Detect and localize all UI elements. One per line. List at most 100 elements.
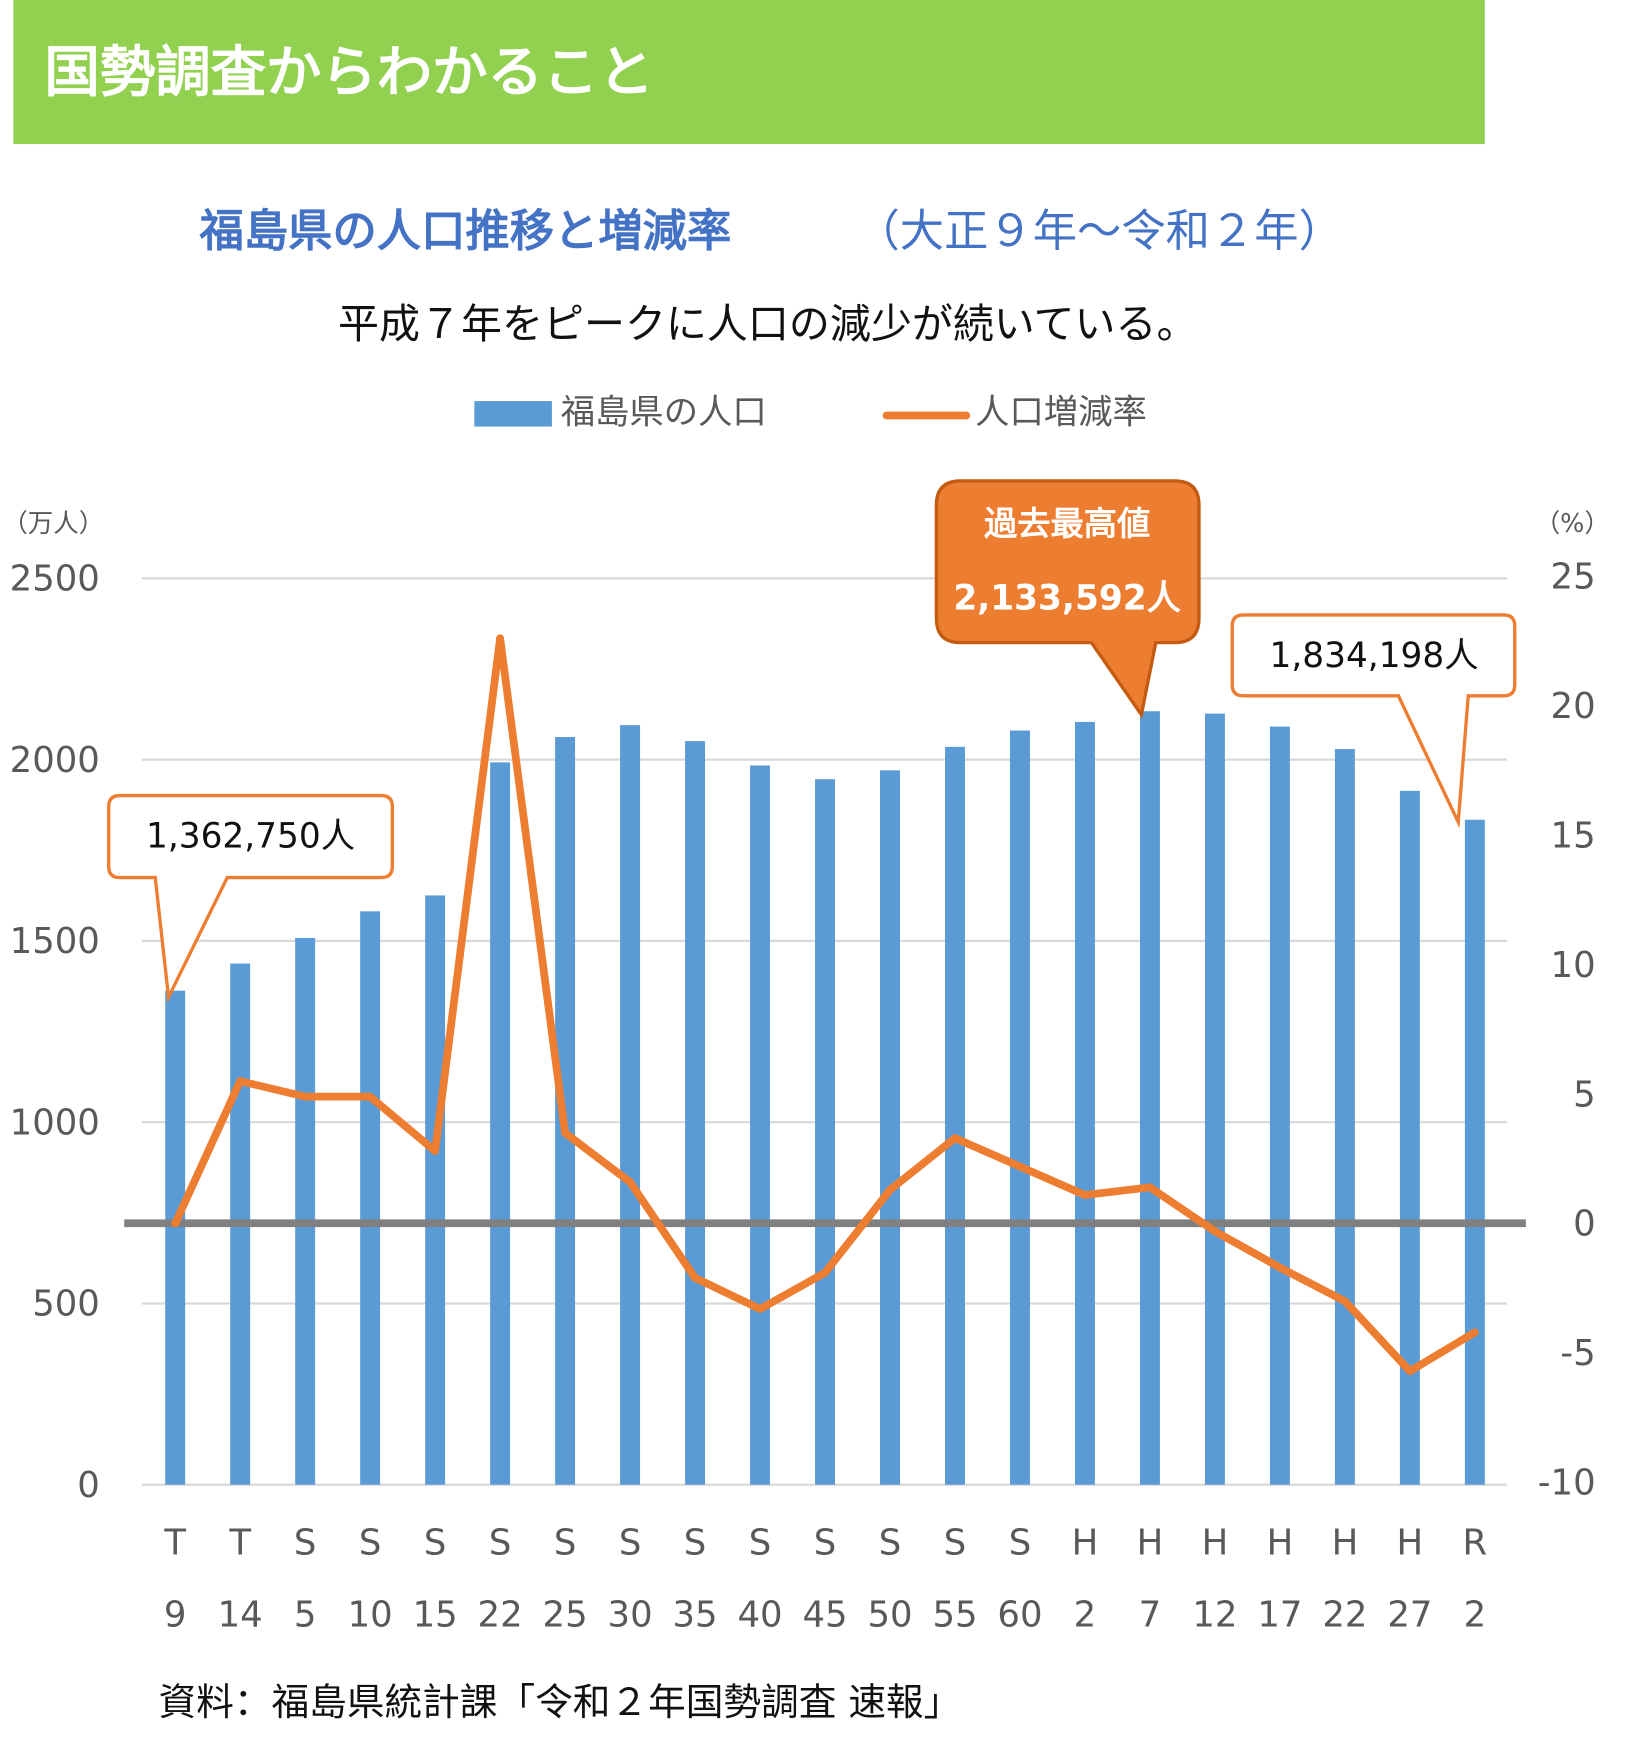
x-label-era: S xyxy=(619,1523,641,1564)
source-note: 資料：福島県統計課「令和２年国勢調査 速報」 xyxy=(159,1680,962,1724)
rate-point xyxy=(1211,1227,1219,1236)
population-bar xyxy=(360,911,381,1485)
x-label-year: 45 xyxy=(802,1595,847,1636)
right-tick-label: 15 xyxy=(1551,815,1596,856)
legend: 福島県の人口 人口増減率 xyxy=(474,392,1147,432)
x-label-era: H xyxy=(1072,1523,1099,1564)
header-banner xyxy=(13,0,1485,145)
rate-point xyxy=(1016,1162,1024,1171)
callout-first-text: 1,362,750人 xyxy=(146,817,355,857)
rate-point xyxy=(1406,1367,1414,1376)
x-label-year: 9 xyxy=(164,1595,187,1636)
left-tick-label: 1500 xyxy=(10,921,100,962)
callout-peak-value: 2,133,592人 xyxy=(953,578,1181,618)
x-label-year: 35 xyxy=(673,1595,718,1636)
x-label-era: H xyxy=(1202,1523,1229,1564)
rate-point xyxy=(1276,1263,1284,1272)
right-tick-label: 20 xyxy=(1551,686,1596,727)
x-label-year: 22 xyxy=(478,1595,523,1636)
population-bar xyxy=(490,762,511,1485)
population-bar xyxy=(1269,726,1290,1485)
rate-point xyxy=(691,1274,699,1282)
chart-title: 福島県の人口推移と増減率 xyxy=(199,206,732,257)
x-label-era: S xyxy=(814,1523,837,1564)
population-bar xyxy=(425,895,446,1485)
population-bar xyxy=(945,746,965,1485)
x-label-year: 7 xyxy=(1139,1595,1162,1636)
rate-point xyxy=(236,1077,245,1086)
rate-point xyxy=(886,1186,894,1194)
left-tick-label: 2500 xyxy=(10,559,100,600)
rate-point xyxy=(1081,1191,1089,1199)
population-bar xyxy=(1334,749,1355,1485)
rate-point xyxy=(301,1092,310,1101)
population-bar xyxy=(1399,790,1420,1485)
legend-bar-label: 福島県の人口 xyxy=(561,392,767,432)
population-bar xyxy=(620,725,641,1485)
x-label-era: S xyxy=(359,1523,382,1564)
rate-point xyxy=(1470,1328,1479,1337)
legend-bar-swatch xyxy=(474,401,552,427)
population-bar xyxy=(1074,721,1095,1485)
chart-period: （大正９年～令和２年） xyxy=(855,206,1342,257)
x-label-year: 10 xyxy=(348,1595,393,1636)
rate-point xyxy=(561,1129,569,1137)
x-label-era: T xyxy=(228,1523,251,1564)
population-bar xyxy=(880,770,900,1485)
population-bar xyxy=(750,765,771,1485)
rate-point xyxy=(496,634,504,643)
x-label-year: 14 xyxy=(218,1595,263,1636)
population-bar xyxy=(1139,711,1160,1485)
x-label-era: S xyxy=(684,1523,707,1564)
right-tick-label: -5 xyxy=(1560,1333,1595,1374)
summary-text: 平成７年をピークに人口の減少が続いている。 xyxy=(338,300,1197,348)
population-bar xyxy=(165,990,186,1485)
rate-point xyxy=(171,1219,180,1228)
x-label-year: 5 xyxy=(294,1595,317,1636)
x-label-era: S xyxy=(879,1523,902,1564)
x-label-year: 2 xyxy=(1074,1595,1097,1636)
x-label-year: 25 xyxy=(543,1595,588,1636)
right-tick-label: -10 xyxy=(1538,1463,1596,1504)
x-label-era: H xyxy=(1332,1523,1359,1564)
population-bar xyxy=(815,779,835,1485)
x-label-era: T xyxy=(163,1523,186,1564)
left-tick-label: 0 xyxy=(77,1465,100,1506)
callout-peak-title: 過去最高値 xyxy=(984,504,1150,543)
x-label-year: 50 xyxy=(867,1595,912,1636)
x-label-year: 55 xyxy=(932,1595,977,1636)
x-label-year: 12 xyxy=(1192,1595,1237,1636)
header-title: 国勢調査からわかること xyxy=(44,41,653,105)
left-tick-label: 2000 xyxy=(10,740,100,781)
x-label-era: S xyxy=(1009,1523,1032,1564)
right-tick-label: 25 xyxy=(1551,556,1596,597)
x-label-era: H xyxy=(1397,1523,1424,1564)
callout-first: 1,362,750人 xyxy=(107,793,395,1004)
x-label-era: H xyxy=(1137,1523,1164,1564)
x-label-era: S xyxy=(749,1523,772,1564)
x-label-era: H xyxy=(1267,1523,1294,1564)
left-tick-label: 1000 xyxy=(10,1102,100,1143)
left-tick-label: 500 xyxy=(32,1284,100,1325)
x-label-year: 15 xyxy=(413,1595,458,1636)
callout-latest: 1,834,198人 xyxy=(1230,613,1517,829)
x-label-era: S xyxy=(294,1523,317,1564)
population-bar xyxy=(685,741,706,1485)
x-label-era: S xyxy=(489,1523,512,1564)
population-bar xyxy=(295,937,316,1485)
x-label-year: 60 xyxy=(997,1595,1042,1636)
x-label-year: 17 xyxy=(1257,1595,1302,1636)
rate-point xyxy=(1341,1297,1349,1306)
population-bar xyxy=(1464,819,1485,1485)
x-label-year: 30 xyxy=(608,1595,653,1636)
callout-latest-text: 1,834,198人 xyxy=(1270,636,1479,676)
right-tick-label: 5 xyxy=(1573,1074,1596,1115)
right-tick-label: 10 xyxy=(1551,945,1596,986)
population-bar xyxy=(1010,730,1030,1485)
right-axis-unit: （%） xyxy=(1535,509,1610,539)
x-label-year: 2 xyxy=(1464,1595,1487,1636)
population-bar xyxy=(1204,713,1225,1485)
right-tick-label: 0 xyxy=(1573,1204,1596,1245)
legend-line-label: 人口増減率 xyxy=(975,392,1147,432)
